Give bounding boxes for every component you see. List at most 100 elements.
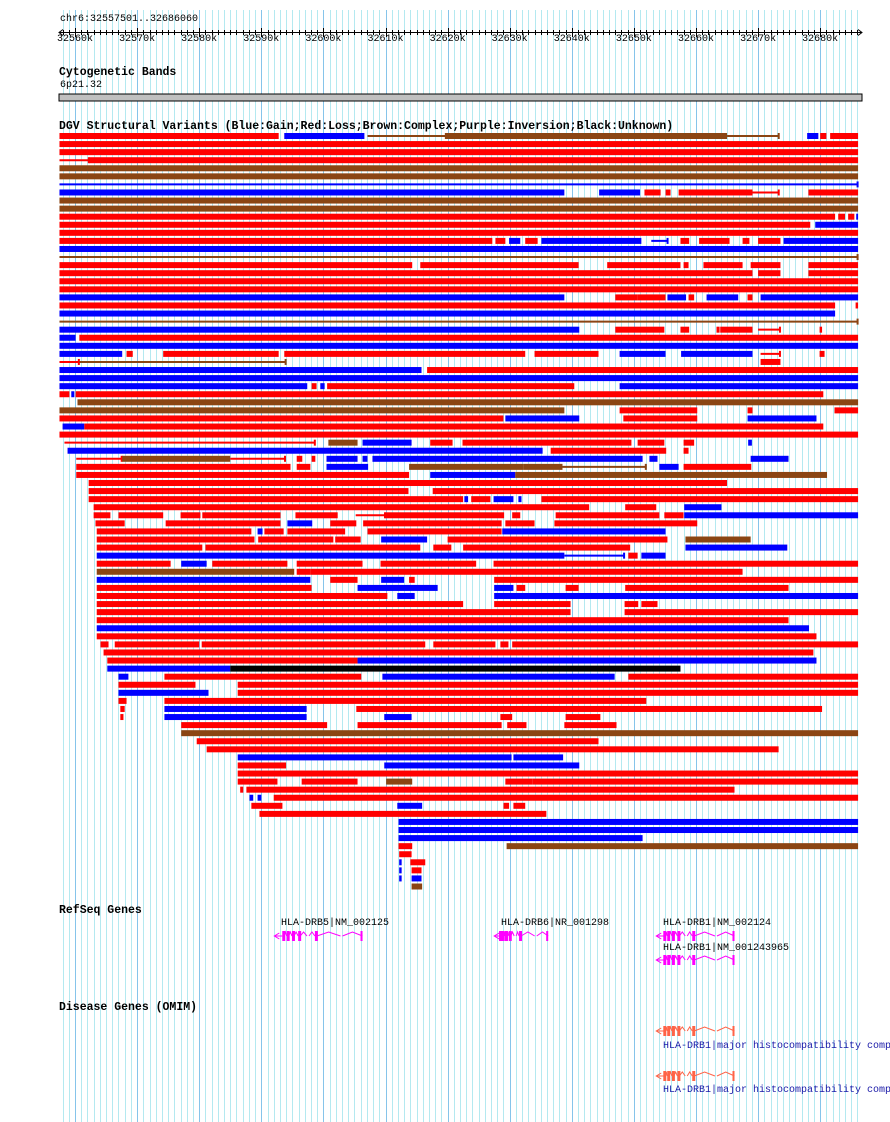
- intron: [716, 1071, 735, 1077]
- variant-loss: [532, 778, 859, 785]
- variant-loss: [246, 786, 735, 793]
- variant-loss: [96, 617, 789, 624]
- variant-loss: [59, 415, 504, 422]
- variant-gain: [399, 859, 402, 866]
- variant-loss: [623, 415, 698, 422]
- exon: [677, 931, 681, 941]
- variant-connector-end: [284, 358, 287, 365]
- variant-connector-end: [856, 181, 859, 188]
- variant-gain: [399, 875, 402, 882]
- refseq-gene-glyph: [655, 930, 735, 941]
- variant-loss: [237, 689, 859, 696]
- gene-glyphs: [273, 930, 735, 1081]
- variant-loss: [96, 584, 312, 591]
- variant-gain: [541, 237, 642, 244]
- intron: [686, 1026, 693, 1032]
- variant-loss: [96, 601, 464, 608]
- variant-loss: [855, 302, 859, 309]
- variant-loss: [500, 641, 509, 648]
- gene-label[interactable]: HLA-DRB1|NM_002124: [663, 918, 772, 929]
- variant-loss: [114, 641, 200, 648]
- variant-gain: [397, 592, 415, 599]
- omim-gene-label[interactable]: HLA-DRB1|major histocompatibility comp: [663, 1041, 890, 1052]
- variant-loss: [808, 189, 859, 196]
- variant-loss: [628, 673, 859, 680]
- variant-gain: [783, 237, 859, 244]
- variant-gain: [257, 794, 262, 801]
- variant-gain: [494, 592, 859, 599]
- omim-gene-label[interactable]: HLA-DRB1|major histocompatibility comp: [663, 1085, 890, 1096]
- variant-loss: [311, 455, 316, 462]
- variant-connector-end: [77, 358, 80, 365]
- variant-gain: [518, 496, 522, 503]
- variant-connector-end: [313, 439, 316, 446]
- variant-loss: [237, 778, 278, 785]
- variant-gain: [649, 455, 658, 462]
- variant-gain: [399, 867, 402, 874]
- variant-loss: [678, 189, 753, 196]
- variant-complex: [409, 463, 524, 470]
- variant-connector-end: [778, 350, 781, 357]
- variant-gain: [320, 383, 325, 390]
- gene-label[interactable]: HLA-DRB1|NM_001243965: [663, 943, 790, 954]
- intron: [506, 931, 510, 937]
- variant-loss: [196, 738, 599, 745]
- exon: [286, 931, 290, 941]
- exon: [508, 931, 512, 941]
- variant-loss: [628, 552, 638, 559]
- variant-gain: [59, 383, 308, 390]
- cytoband-bar: [58, 93, 863, 102]
- gene-label[interactable]: HLA-DRB6|NR_001298: [501, 918, 610, 929]
- variant-loss: [516, 584, 526, 591]
- variant-gain: [62, 423, 85, 430]
- intron: [673, 1070, 678, 1077]
- variant-loss: [615, 294, 638, 301]
- variant-loss: [683, 439, 695, 446]
- variant-loss: [399, 851, 412, 858]
- variant-gain: [71, 391, 75, 398]
- ruler-tick-label: 32620k: [429, 34, 466, 45]
- variant-loss: [409, 576, 415, 583]
- variant-gain: [505, 415, 580, 422]
- variant-loss: [363, 520, 502, 527]
- variant-loss: [471, 496, 491, 503]
- gene-label[interactable]: HLA-DRB5|NM_002125: [281, 918, 390, 929]
- exon: [282, 931, 286, 941]
- variant-gain: [641, 552, 666, 559]
- variant-loss: [76, 471, 410, 478]
- variant-loss: [258, 536, 334, 543]
- intron: [678, 1026, 686, 1032]
- variant-loss: [637, 439, 665, 446]
- variant-loss: [664, 512, 684, 519]
- intron: [673, 954, 678, 961]
- variant-gain: [59, 375, 859, 382]
- variant-gain: [706, 294, 739, 301]
- variant-loss: [59, 149, 859, 156]
- variant-complex: [685, 536, 751, 543]
- intron: [299, 931, 308, 937]
- variant-gain: [357, 657, 817, 664]
- variant-loss: [273, 794, 859, 801]
- variant-gain: [59, 189, 565, 196]
- variant-loss: [410, 859, 426, 866]
- variant-loss: [716, 326, 720, 333]
- variant-complex: [59, 197, 859, 204]
- variant-connector-end: [777, 133, 780, 139]
- refseq-gene-glyph: [493, 930, 549, 941]
- variant-loss: [120, 714, 124, 721]
- variant-loss: [820, 133, 827, 139]
- variant-gain: [750, 455, 789, 462]
- intron: [694, 1026, 716, 1032]
- location-label: chr6:32557501..32686060: [60, 14, 199, 25]
- variant-loss: [462, 439, 632, 446]
- variant-loss: [541, 496, 859, 503]
- variant-loss: [747, 407, 753, 414]
- variant-loss: [380, 560, 477, 567]
- dgv-track-title: DGV Structural Variants (Blue:Gain;Red:L…: [59, 120, 674, 133]
- variant-gain: [493, 496, 514, 503]
- variant-loss: [310, 568, 743, 575]
- variant-loss: [59, 229, 859, 236]
- variant-gain: [357, 584, 438, 591]
- variant-loss: [760, 358, 781, 365]
- variant-loss: [834, 407, 859, 414]
